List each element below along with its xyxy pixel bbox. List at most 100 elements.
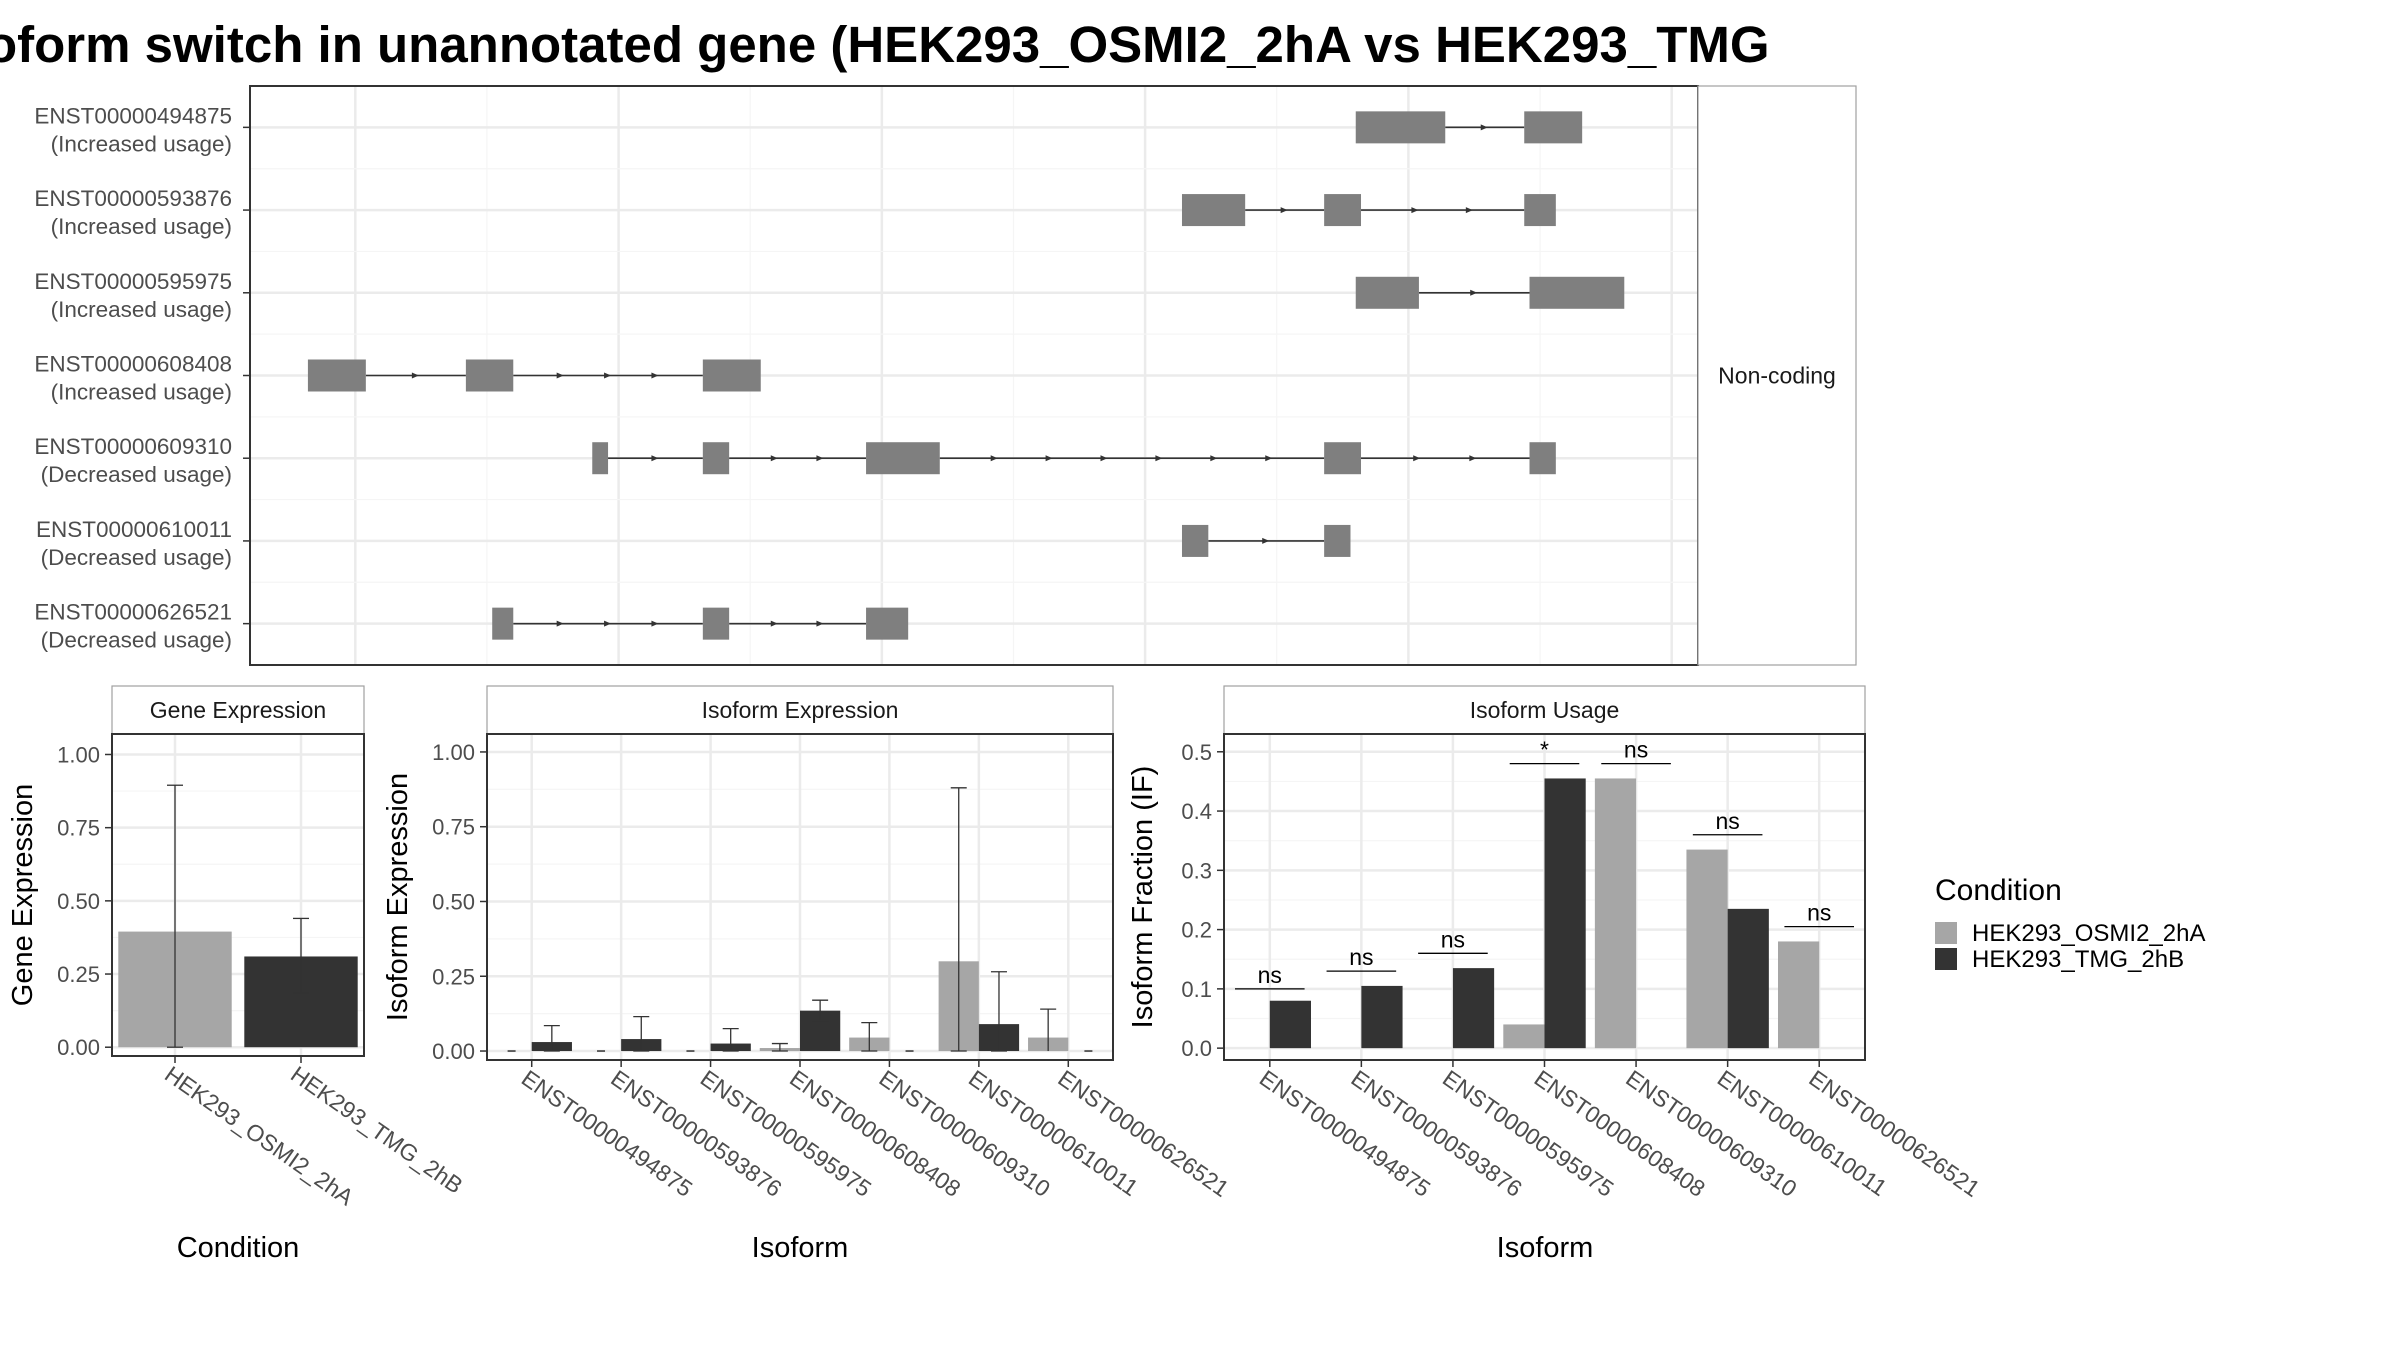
y-tick-label: 0.2 [1181, 918, 1212, 943]
y-tick-label: 0.0 [1181, 1036, 1212, 1061]
y-axis-title: Isoform Fraction (IF) [1127, 766, 1159, 1029]
panel-strip [111, 685, 365, 735]
intron-arrow [1465, 207, 1473, 214]
exon-block [1324, 524, 1351, 557]
page-title: oform switch in unannotated gene (HEK293… [0, 16, 1770, 73]
panel-strip-title: Gene Expression [150, 697, 326, 723]
y-tick-label: 0.4 [1181, 799, 1212, 824]
significance-label: ns [1258, 962, 1282, 988]
significance-label: ns [1349, 944, 1373, 970]
bar [1727, 908, 1769, 1049]
isoform-usage-label: (Decreased usage) [41, 545, 232, 570]
exon-block [1181, 194, 1246, 227]
x-tick-label: ENST00000494875 [1255, 1065, 1435, 1202]
legend-swatch [1935, 948, 1957, 970]
panel-strip-title: Isoform Expression [702, 697, 899, 723]
intron-arrow [604, 372, 612, 379]
bar [1269, 1000, 1311, 1049]
intron-arrow [556, 620, 564, 627]
exon-block [1524, 194, 1556, 227]
intron-arrow [1480, 124, 1488, 131]
significance-label: ns [1624, 737, 1648, 763]
isoform-structure-row: ENST00000593876 (Increased usage) [34, 186, 1556, 239]
intron-arrow [1045, 455, 1053, 462]
significance-label: ns [1807, 900, 1831, 926]
exon-block [1529, 442, 1556, 475]
bar [1361, 985, 1403, 1049]
intron-arrow [651, 372, 659, 379]
x-axis-title: Condition [177, 1232, 300, 1264]
y-tick-label: 0.00 [432, 1039, 475, 1064]
isoform-usage-label: (Increased usage) [51, 380, 232, 405]
exon-block [1324, 442, 1362, 475]
exon-block [1524, 111, 1583, 144]
x-tick-label: ENST00000595975 [1438, 1065, 1618, 1202]
y-tick-label: 0.50 [57, 889, 100, 914]
x-axis-title: Isoform [1497, 1232, 1594, 1264]
facet-strip-right [1697, 85, 1857, 666]
legend-title: Condition [1935, 874, 2062, 907]
y-tick-label: 1.00 [57, 742, 100, 767]
exon-block [1529, 276, 1625, 309]
x-tick-label: ENST00000609310 [1621, 1065, 1801, 1202]
intron-arrow [770, 620, 778, 627]
y-axis-title: Gene Expression [7, 784, 39, 1006]
intron-arrow [990, 455, 998, 462]
isoform-id-label: ENST00000595975 [34, 269, 232, 294]
intron-arrow [1413, 455, 1421, 462]
exon-block [492, 607, 514, 640]
isoform-id-label: ENST00000608408 [34, 352, 232, 377]
y-tick-label: 0.50 [432, 889, 475, 914]
intron-arrow [411, 372, 419, 379]
y-tick-label: 0.75 [57, 816, 100, 841]
panel-strip-title: Isoform Usage [1470, 697, 1620, 723]
intron-arrow [604, 620, 612, 627]
x-tick-label: ENST00000610011 [1713, 1065, 1892, 1201]
exon-block [465, 359, 514, 392]
bar [1452, 968, 1495, 1049]
isoform-usage-label: (Decreased usage) [41, 462, 232, 487]
isoform-structure-row: ENST00000608408 (Increased usage) [34, 352, 761, 405]
intron-arrow [1210, 455, 1218, 462]
gene-structure-panel: ENST00000494875(Increased usage) ENST0000… [34, 85, 1857, 666]
bar [1503, 1024, 1545, 1049]
isoform-usage-label: (Decreased usage) [41, 628, 232, 653]
intron-arrow [1280, 207, 1288, 214]
y-tick-label: 0.75 [432, 815, 475, 840]
significance-label: * [1540, 737, 1549, 763]
exon-block [592, 442, 609, 475]
panel-border [111, 733, 365, 1057]
isoform-id-label: ENST00000609310 [34, 434, 232, 459]
isoform-structure-row: ENST00000494875 (Increased usage) [34, 103, 1583, 156]
intron-arrow [651, 455, 659, 462]
y-tick-label: 0.3 [1181, 858, 1212, 883]
exon-block [702, 607, 730, 640]
y-tick-label: 0.1 [1181, 977, 1212, 1002]
bar [1778, 941, 1820, 1049]
exon-block [866, 442, 940, 475]
bar [1594, 778, 1637, 1049]
bar-panel-2: Isoform Expression 0.00 0.25 0.50 0.75 1.00 EN… [382, 685, 1234, 1264]
isoform-usage-label: (Increased usage) [51, 297, 232, 322]
x-tick-label: ENST00000626521 [1804, 1065, 1984, 1202]
isoform-structure-row: ENST00000595975 (Increased usage) [34, 269, 1625, 322]
intron-arrow [1470, 289, 1478, 296]
isoform-structure-row: ENST00000610011 (Decreased usage) [36, 517, 1351, 570]
x-tick-label: ENST00000626521 [1053, 1065, 1233, 1202]
isoform-structure-row: ENST00000626521 (Decreased usage) [34, 600, 909, 653]
isoform-usage-label: (Increased usage) [51, 214, 232, 239]
intron-arrow [1100, 455, 1108, 462]
exon-block [1324, 194, 1362, 227]
isoform-usage-label: (Increased usage) [51, 131, 232, 156]
y-tick-label: 1.00 [432, 740, 475, 765]
isoform-id-label: ENST00000626521 [34, 600, 232, 625]
exon-block [1355, 111, 1446, 144]
intron-arrow [816, 620, 824, 627]
exon-block [866, 607, 909, 640]
isoform-structure-row: ENST00000609310 (Decreased usage) [34, 434, 1556, 487]
significance-label: ns [1441, 926, 1465, 952]
intron-arrow [816, 455, 824, 462]
y-tick-label: 0.5 [1181, 740, 1212, 765]
